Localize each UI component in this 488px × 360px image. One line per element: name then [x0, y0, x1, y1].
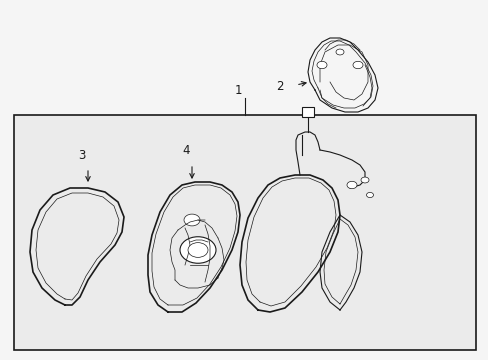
Circle shape [366, 193, 373, 198]
Text: 1: 1 [234, 84, 241, 96]
Text: 4: 4 [182, 144, 189, 157]
Bar [302, 107, 313, 117]
Text: 2: 2 [276, 80, 283, 93]
Circle shape [360, 177, 368, 183]
Circle shape [316, 61, 326, 69]
Circle shape [352, 61, 362, 69]
Circle shape [180, 237, 216, 263]
Circle shape [187, 243, 207, 257]
Circle shape [183, 214, 200, 226]
Text: 3: 3 [78, 149, 85, 162]
Circle shape [335, 49, 343, 55]
Circle shape [346, 181, 356, 189]
Bar [14, 115, 475, 350]
